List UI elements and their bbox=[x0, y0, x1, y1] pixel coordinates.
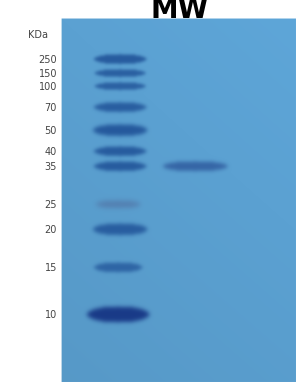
Text: 100: 100 bbox=[39, 82, 57, 92]
Text: 40: 40 bbox=[45, 147, 57, 157]
Text: KDa: KDa bbox=[28, 30, 48, 40]
Text: 70: 70 bbox=[45, 103, 57, 113]
Text: 10: 10 bbox=[45, 310, 57, 320]
Text: 35: 35 bbox=[45, 162, 57, 172]
Text: 25: 25 bbox=[45, 200, 57, 210]
Text: MW: MW bbox=[151, 0, 209, 24]
Text: 250: 250 bbox=[38, 55, 57, 65]
Text: 20: 20 bbox=[45, 225, 57, 235]
Text: 150: 150 bbox=[39, 69, 57, 79]
Text: 15: 15 bbox=[45, 263, 57, 273]
Text: 50: 50 bbox=[45, 126, 57, 136]
